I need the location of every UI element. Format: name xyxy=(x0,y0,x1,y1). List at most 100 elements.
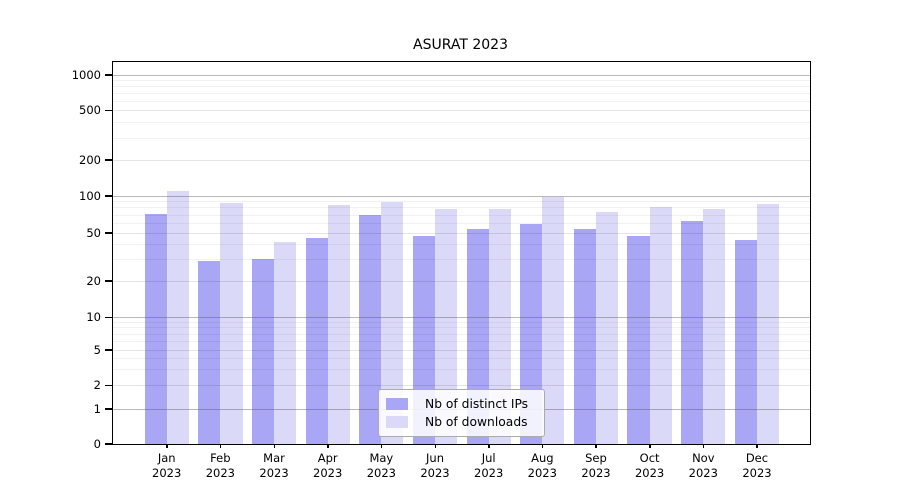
x-tick-month: Aug xyxy=(531,451,554,465)
x-tick-apr xyxy=(327,444,329,448)
x-tick-year: 2023 xyxy=(420,466,450,480)
gridline-90 xyxy=(113,201,810,203)
y-tick-2 xyxy=(105,384,112,386)
chart-title: ASURAT 2023 xyxy=(413,37,508,53)
x-tick-month: Feb xyxy=(210,451,231,465)
x-tick-year: 2023 xyxy=(366,466,396,480)
y-tick-1 xyxy=(105,408,112,410)
x-tick-month: Mar xyxy=(263,451,285,465)
bar-nb-of-downloads-may xyxy=(381,202,404,444)
legend-entry-downloads: Nb of downloads xyxy=(385,415,538,429)
bar-nb-of-distinct-ips-oct xyxy=(627,235,650,444)
gridline-80 xyxy=(113,207,810,209)
y-tick-1000 xyxy=(105,74,112,76)
y-tick-label-1: 1 xyxy=(93,401,101,416)
x-tick-month: May xyxy=(369,451,394,465)
bar-nb-of-downloads-feb xyxy=(220,202,243,444)
x-tick-year: 2023 xyxy=(313,466,343,480)
x-tick-label-aug: Aug 2023 xyxy=(514,451,570,481)
gridline-1000 xyxy=(113,74,810,76)
x-tick-nov xyxy=(702,444,705,448)
bar-nb-of-distinct-ips-dec xyxy=(734,240,757,444)
x-tick-label-sep: Sep 2023 xyxy=(568,451,624,481)
y-tick-label-200: 200 xyxy=(79,152,101,167)
x-tick-sep xyxy=(595,444,597,448)
bar-nb-of-downloads-dec xyxy=(756,204,780,444)
x-tick-label-jan: Jan 2023 xyxy=(139,451,195,481)
bar-nb-of-downloads-apr xyxy=(327,204,350,444)
x-tick-month: Dec xyxy=(745,451,769,465)
gridline-700 xyxy=(113,92,810,94)
x-tick-year: 2023 xyxy=(474,466,504,480)
y-tick-label-500: 500 xyxy=(79,103,101,117)
y-tick-label-0: 0 xyxy=(93,436,101,451)
x-tick-month: Jan xyxy=(157,451,176,465)
x-tick-label-may: May 2023 xyxy=(353,451,409,481)
bar-nb-of-downloads-jun xyxy=(435,208,458,444)
x-tick-year: 2023 xyxy=(688,466,718,480)
bar-nb-of-distinct-ips-mar xyxy=(251,259,274,444)
y-tick-label-50: 50 xyxy=(86,225,101,240)
y-tick-label-2: 2 xyxy=(93,378,101,392)
legend-label-distinct-ips: Nb of distinct IPs xyxy=(425,397,529,411)
x-tick-dec xyxy=(756,444,758,448)
gridline-100 xyxy=(113,195,810,197)
bar-nb-of-distinct-ips-nov xyxy=(681,221,704,444)
x-tick-month: Apr xyxy=(317,451,338,465)
x-tick-month: Jul xyxy=(481,451,496,465)
gridline-500 xyxy=(113,110,810,111)
bar-nb-of-distinct-ips-sep xyxy=(573,229,596,444)
bar-nb-of-distinct-ips-apr xyxy=(305,238,328,444)
x-tick-year: 2023 xyxy=(259,466,289,480)
bar-nb-of-downloads-jul xyxy=(488,209,511,444)
y-tick-10 xyxy=(105,316,112,318)
x-tick-may xyxy=(380,444,383,448)
gridline-800 xyxy=(113,85,810,87)
x-tick-month: Oct xyxy=(639,451,660,465)
gridline-200 xyxy=(113,159,810,161)
y-tick-label-100: 100 xyxy=(79,188,101,203)
y-tick-100 xyxy=(105,195,112,197)
plot-area xyxy=(112,61,811,445)
bar-nb-of-downloads-aug xyxy=(542,197,565,444)
y-tick-500 xyxy=(105,109,112,111)
x-tick-year: 2023 xyxy=(527,466,557,480)
x-tick-label-nov: Nov 2023 xyxy=(675,451,731,481)
x-tick-aug xyxy=(541,444,544,448)
gridline-600 xyxy=(113,100,810,102)
x-tick-jul xyxy=(488,444,490,448)
x-tick-month: Nov xyxy=(692,451,715,465)
x-tick-label-dec: Dec 2023 xyxy=(729,451,785,481)
x-tick-year: 2023 xyxy=(152,466,182,480)
gridline-300 xyxy=(113,137,810,139)
gridline-900 xyxy=(113,79,810,81)
x-tick-mar xyxy=(273,444,276,448)
y-tick-0 xyxy=(105,443,112,445)
x-tick-year: 2023 xyxy=(742,466,772,480)
y-tick-label-5: 5 xyxy=(93,342,101,357)
x-tick-jan xyxy=(166,444,168,448)
bar-nb-of-downloads-mar xyxy=(274,241,297,444)
y-tick-label-10: 10 xyxy=(86,310,101,324)
x-tick-year: 2023 xyxy=(205,466,235,480)
legend-swatch-distinct-ips xyxy=(386,398,408,410)
x-tick-year: 2023 xyxy=(634,466,665,480)
y-tick-20 xyxy=(105,280,112,282)
legend: Nb of distinct IPs Nb of downloads xyxy=(378,389,545,437)
x-tick-label-feb: Feb 2023 xyxy=(192,451,248,481)
x-tick-label-mar: Mar 2023 xyxy=(246,451,302,481)
x-tick-month: Sep xyxy=(585,451,607,465)
bar-nb-of-downloads-jan xyxy=(166,190,189,444)
y-tick-200 xyxy=(105,159,112,161)
x-tick-jun xyxy=(434,444,436,448)
y-tick-label-1000: 1000 xyxy=(71,67,101,82)
bar-nb-of-distinct-ips-jan xyxy=(144,213,167,444)
bar-nb-of-downloads-oct xyxy=(649,206,672,444)
bar-nb-of-downloads-nov xyxy=(703,209,726,444)
gridline-400 xyxy=(113,122,810,124)
bar-nb-of-downloads-sep xyxy=(595,211,619,444)
x-tick-feb xyxy=(219,444,222,448)
y-tick-5 xyxy=(105,349,112,351)
y-tick-50 xyxy=(105,232,112,234)
